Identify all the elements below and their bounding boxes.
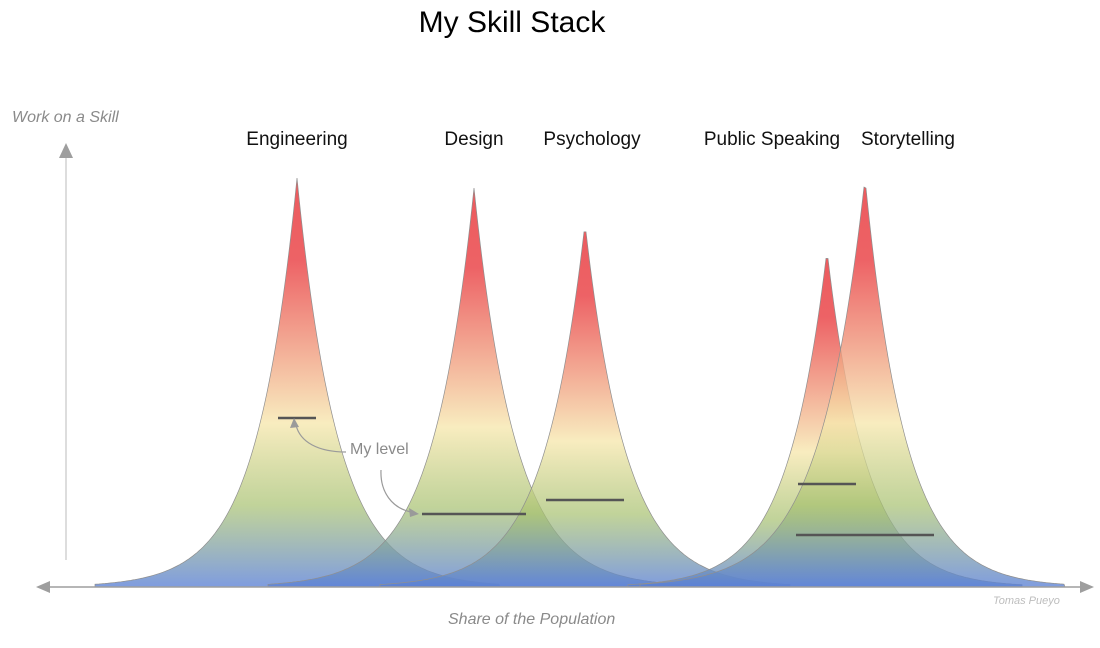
annotation-arrowhead-upper-icon: [290, 418, 299, 428]
skill-label-psychology: Psychology: [543, 129, 641, 150]
annotation-arrowhead-lower-icon: [409, 508, 419, 517]
skill-label-engineering: Engineering: [246, 129, 348, 150]
skill-label-storytelling: Storytelling: [861, 129, 955, 150]
skill-label-public-speaking: Public Speaking: [703, 129, 841, 150]
annotation-arrow-lower: [380, 469, 412, 513]
page-title: My Skill Stack: [418, 6, 606, 39]
x-axis-right-arrow-icon: [1080, 581, 1094, 593]
skill-peak-storytelling: [639, 186, 1066, 588]
my-level-annotation: My level: [350, 441, 409, 458]
skill-label-design: Design: [444, 129, 504, 150]
annotation-arrow-upper: [295, 424, 347, 453]
y-axis-label: Work on a Skill: [12, 109, 119, 126]
author-credit: Tomas Pueyo: [993, 595, 1060, 607]
x-axis-label: Share of the Population: [448, 611, 616, 628]
x-axis-left-arrow-icon: [36, 581, 50, 593]
y-axis-arrow-icon: [59, 143, 73, 158]
